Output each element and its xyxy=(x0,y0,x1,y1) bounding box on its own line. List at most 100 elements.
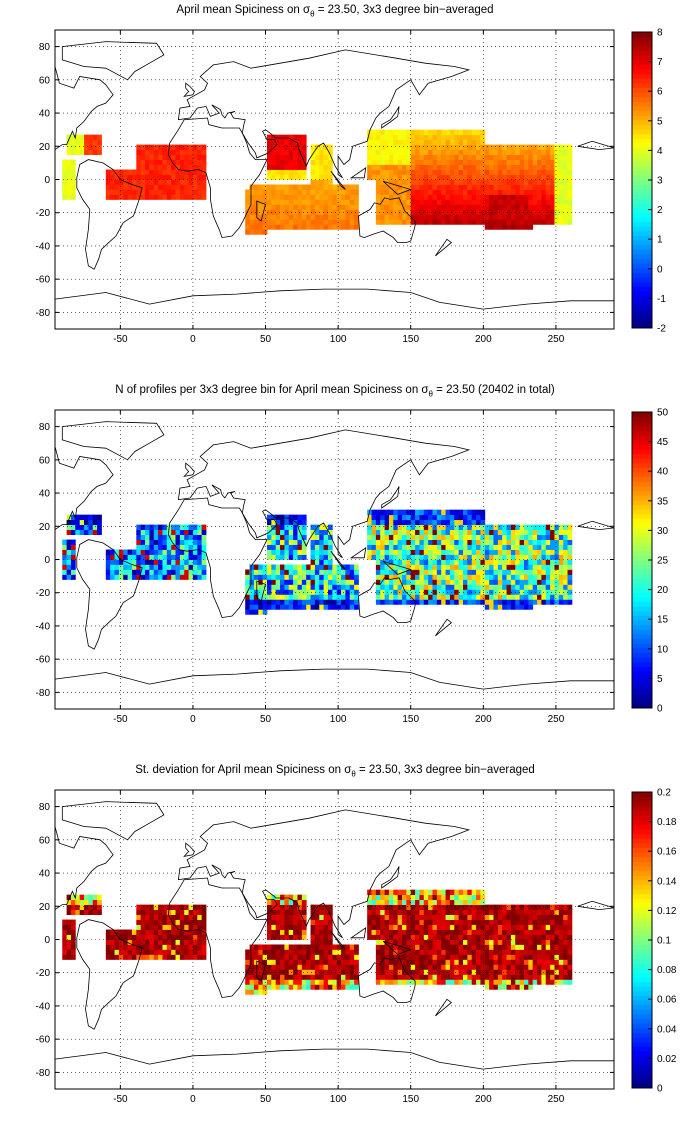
heatmap-cell xyxy=(166,954,172,960)
heatmap-cell xyxy=(454,974,460,980)
heatmap-cell xyxy=(510,194,516,200)
heatmap-cell xyxy=(423,969,429,975)
heatmap-cell xyxy=(306,579,311,585)
heatmap-cell xyxy=(410,184,416,190)
heatmap-cell xyxy=(528,904,534,910)
heatmap-cell xyxy=(406,154,412,160)
heatmap-cell xyxy=(345,199,351,205)
heatmap-cell xyxy=(371,529,377,535)
heatmap-cell xyxy=(245,974,250,980)
heatmap-cell xyxy=(528,549,534,555)
heatmap-cell xyxy=(388,169,394,175)
heatmap-cell xyxy=(284,199,290,205)
heatmap-cell xyxy=(554,529,560,535)
heatmap-cell xyxy=(532,149,538,155)
heatmap-cell xyxy=(550,929,555,935)
heatmap-cell xyxy=(510,594,516,600)
heatmap-cell xyxy=(541,909,547,915)
colorbar-segment xyxy=(632,1083,652,1089)
heatmap-cell xyxy=(445,154,451,160)
colorbar-segment xyxy=(632,583,652,589)
heatmap-cell xyxy=(354,194,359,200)
y-tick-label: -80 xyxy=(36,688,51,699)
heatmap-cell xyxy=(345,219,351,225)
heatmap-cell xyxy=(280,189,285,195)
heatmap-cell xyxy=(131,184,137,190)
heatmap-cell xyxy=(554,579,560,585)
colorbar-segment xyxy=(632,166,652,172)
heatmap-cell xyxy=(458,899,464,906)
colorbar-segment xyxy=(632,592,652,598)
heatmap-cell xyxy=(245,214,250,220)
heatmap-cell xyxy=(410,134,416,141)
heatmap-cell xyxy=(393,944,399,950)
heatmap-cell xyxy=(192,194,198,200)
heatmap-cell xyxy=(554,219,560,225)
heatmap-cell xyxy=(310,194,316,200)
heatmap-cell xyxy=(149,164,155,170)
heatmap-cell xyxy=(145,169,150,175)
heatmap-cell xyxy=(327,924,333,930)
heatmap-cell xyxy=(471,569,477,575)
heatmap-cell xyxy=(462,209,468,215)
heatmap-cell xyxy=(253,204,259,210)
heatmap-cell xyxy=(367,134,372,141)
heatmap-cell xyxy=(280,904,285,910)
heatmap-cell xyxy=(327,529,333,535)
colorbar-segment xyxy=(632,439,652,445)
heatmap-cell xyxy=(423,929,429,935)
heatmap-cell xyxy=(319,564,325,570)
heatmap-cell xyxy=(327,979,333,985)
heatmap-cell xyxy=(297,159,303,165)
heatmap-cell xyxy=(406,894,412,901)
heatmap-cell xyxy=(375,929,381,935)
heatmap-cell xyxy=(402,539,407,545)
heatmap-cell xyxy=(341,964,346,970)
heatmap-cell xyxy=(306,219,311,225)
heatmap-cell xyxy=(323,159,329,165)
y-tick-label: 0 xyxy=(44,175,50,186)
heatmap-cell xyxy=(84,894,89,901)
heatmap-cell xyxy=(449,509,455,516)
heatmap-cell xyxy=(388,159,394,165)
heatmap-cell xyxy=(532,969,538,975)
heatmap-cell xyxy=(301,219,307,225)
heatmap-cell xyxy=(105,549,111,555)
heatmap-cell xyxy=(558,159,564,165)
heatmap-cell xyxy=(458,934,464,940)
heatmap-cell xyxy=(92,909,98,915)
heatmap-cell xyxy=(310,969,316,975)
heatmap-cell xyxy=(532,579,538,585)
heatmap-cell xyxy=(271,899,277,906)
heatmap-cell xyxy=(136,919,142,925)
heatmap-cell xyxy=(375,909,381,915)
heatmap-cell xyxy=(253,609,259,615)
heatmap-cell xyxy=(188,164,194,170)
heatmap-cell xyxy=(149,544,155,550)
heatmap-cell xyxy=(375,214,381,220)
heatmap-cell xyxy=(136,144,142,150)
heatmap-cell xyxy=(306,569,311,575)
heatmap-cell xyxy=(75,144,81,150)
heatmap-cell xyxy=(188,924,194,930)
heatmap-cell xyxy=(175,909,181,915)
heatmap-cell xyxy=(319,549,325,555)
heatmap-cell xyxy=(380,189,385,195)
heatmap-cell xyxy=(280,194,285,200)
heatmap-cell xyxy=(184,944,189,950)
heatmap-cell xyxy=(419,174,425,180)
heatmap-cell xyxy=(140,144,146,150)
heatmap-cell xyxy=(393,194,399,200)
heatmap-cell xyxy=(493,189,499,195)
heatmap-cell xyxy=(432,599,438,605)
heatmap-cell xyxy=(410,564,416,570)
heatmap-cell xyxy=(471,589,477,595)
heatmap-cell xyxy=(367,549,372,555)
heatmap-cell xyxy=(454,964,460,970)
heatmap-cell xyxy=(271,909,277,915)
heatmap-cell xyxy=(380,144,385,150)
heatmap-cell xyxy=(171,919,176,925)
heatmap-cell xyxy=(380,929,385,935)
heatmap-cell xyxy=(406,134,412,141)
heatmap-cell xyxy=(284,534,290,540)
